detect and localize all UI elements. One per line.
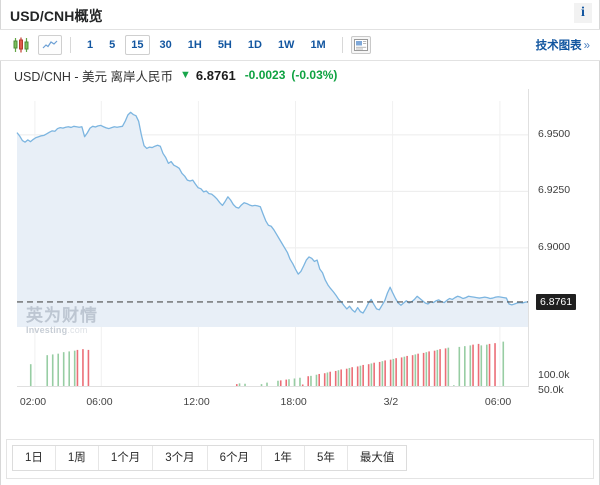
toolbar-divider [70, 37, 71, 53]
volume-axis-tick-0: 100.0k [538, 369, 570, 381]
price-change-percent: (-0.03%) [291, 68, 338, 82]
timeframe-5h[interactable]: 5H [217, 39, 232, 51]
toolbar-divider-2 [341, 37, 343, 53]
range-button-0[interactable]: 1日 [13, 446, 56, 470]
chart-canvas[interactable] [8, 89, 592, 411]
y-axis-tick-0: 6.9500 [538, 127, 571, 140]
timeframe-1[interactable]: 1 [87, 39, 94, 51]
timeframe-1m[interactable]: 1M [310, 39, 326, 51]
current-price-tag: 6.8761 [536, 293, 577, 310]
range-button-1[interactable]: 1周 [56, 446, 99, 470]
timeframe-1w[interactable]: 1W [277, 39, 295, 51]
x-axis-tick-2: 12:00 [183, 396, 210, 408]
x-axis-tick-4: 3/2 [383, 396, 399, 408]
range-button-6[interactable]: 5年 [305, 446, 348, 470]
timeframe-30[interactable]: 30 [159, 39, 172, 51]
y-axis-tick-2: 6.9000 [538, 240, 571, 253]
line-chart-icon[interactable] [38, 35, 62, 55]
page-title: USD/CNH概览 [10, 8, 103, 24]
technical-chart-label: 技术图表 [535, 40, 582, 52]
range-button-4[interactable]: 6个月 [208, 446, 263, 470]
x-axis-tick-5: 06:00 [484, 396, 512, 408]
widget-header: USD/CNH概览 i [0, 0, 600, 30]
x-axis-tick-3: 18:00 [280, 396, 307, 408]
range-button-2[interactable]: 1个月 [99, 446, 154, 470]
timeframe-1d[interactable]: 1D [247, 39, 262, 51]
info-icon[interactable]: i [574, 3, 592, 23]
news-icon[interactable] [350, 36, 371, 54]
chart-toolbar: 1 5 15 30 1H 5H 1D 1W 1M 技术图表» [0, 30, 600, 61]
range-selector[interactable]: 1日 1周 1个月 3个月 6个月 1年 5年 最大值 [12, 445, 408, 471]
volume-axis-tick-1: 50.0k [538, 384, 564, 396]
down-arrow-icon: ▼ [180, 69, 191, 81]
range-button-3[interactable]: 3个月 [153, 446, 208, 470]
quote-line: USD/CNH - 美元 离岸人民币 ▼ 6.8761 -0.0023 (-0.… [0, 61, 600, 89]
range-button-5[interactable]: 1年 [262, 446, 305, 470]
price-chart[interactable]: 英为财情 Investing.com 6.9500 6.9250 6.9000 100… [8, 89, 592, 411]
chevron-right-icon: » [583, 40, 590, 52]
x-axis-tick-0: 02:00 [19, 396, 47, 408]
last-price: 6.8761 [195, 67, 236, 83]
timeframe-1h[interactable]: 1H [187, 39, 202, 51]
price-change: -0.0023 [244, 68, 286, 82]
timeframe-5[interactable]: 5 [109, 39, 116, 51]
instrument-name: USD/CNH - 美元 离岸人民币 [14, 69, 174, 84]
x-axis-tick-1: 06:00 [86, 396, 113, 408]
technical-chart-link[interactable]: 技术图表» [536, 37, 590, 53]
y-axis-tick-1: 6.9250 [538, 184, 571, 197]
range-button-7[interactable]: 最大值 [359, 452, 395, 464]
timeframe-15[interactable]: 15 [125, 35, 150, 55]
candlestick-chart-icon[interactable] [8, 34, 34, 56]
